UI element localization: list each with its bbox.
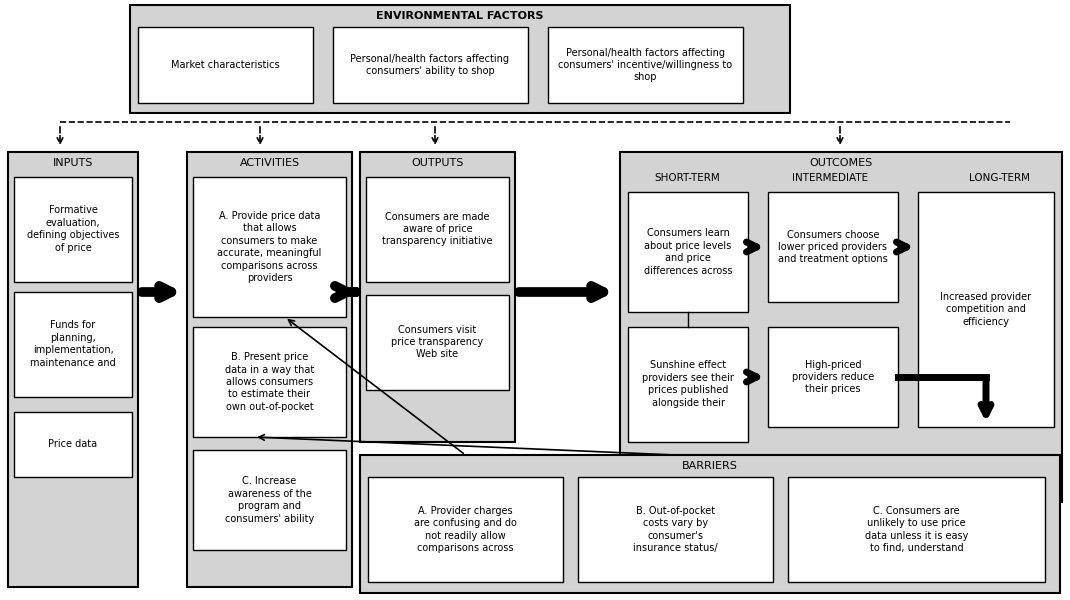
Text: SHORT-TERM: SHORT-TERM: [654, 173, 720, 183]
Bar: [333, 27, 528, 103]
Bar: [14, 292, 132, 397]
Text: Sunshine effect
providers see their
prices published
alongside their: Sunshine effect providers see their pric…: [642, 361, 734, 407]
Text: Increased provider
competition and
efficiency: Increased provider competition and effic…: [941, 292, 1031, 327]
Text: BARRIERS: BARRIERS: [682, 461, 738, 471]
Bar: [628, 192, 748, 312]
Bar: [193, 327, 346, 437]
Bar: [129, 5, 790, 113]
Bar: [366, 177, 509, 282]
Bar: [768, 327, 898, 427]
Text: ENVIRONMENTAL FACTORS: ENVIRONMENTAL FACTORS: [377, 11, 544, 21]
Bar: [788, 477, 1045, 582]
Text: Consumers choose
lower priced providers
and treatment options: Consumers choose lower priced providers …: [778, 230, 888, 265]
Text: Price data: Price data: [48, 439, 97, 449]
Text: A. Provider charges
are confusing and do
not readily allow
comparisons across: A. Provider charges are confusing and do…: [414, 506, 517, 553]
Text: High-priced
providers reduce
their prices: High-priced providers reduce their price…: [792, 359, 874, 394]
Bar: [193, 177, 346, 317]
Bar: [193, 450, 346, 550]
Text: Consumers are made
aware of price
transparency initiative: Consumers are made aware of price transp…: [382, 212, 493, 247]
Bar: [548, 27, 743, 103]
Bar: [768, 192, 898, 302]
Text: C. Consumers are
unlikely to use price
data unless it is easy
to find, understan: C. Consumers are unlikely to use price d…: [865, 506, 968, 553]
Bar: [360, 152, 515, 442]
Bar: [14, 412, 132, 477]
Bar: [628, 327, 748, 442]
Text: A. Provide price data
that allows
consumers to make
accurate, meaningful
compari: A. Provide price data that allows consum…: [217, 211, 322, 283]
Bar: [138, 27, 314, 103]
Bar: [7, 152, 138, 587]
Text: Consumers learn
about price levels
and price
differences across: Consumers learn about price levels and p…: [644, 229, 732, 275]
Text: OUTCOMES: OUTCOMES: [809, 158, 873, 168]
Bar: [918, 192, 1054, 427]
Text: INPUTS: INPUTS: [52, 158, 93, 168]
Bar: [14, 177, 132, 282]
Text: INTERMEDIATE: INTERMEDIATE: [792, 173, 868, 183]
Text: B. Present price
data in a way that
allows consumers
to estimate their
own out-o: B. Present price data in a way that allo…: [225, 352, 315, 412]
Text: Market characteristics: Market characteristics: [171, 60, 279, 70]
Bar: [366, 295, 509, 390]
Bar: [368, 477, 563, 582]
Text: LONG-TERM: LONG-TERM: [969, 173, 1030, 183]
Text: C. Increase
awareness of the
program and
consumers' ability: C. Increase awareness of the program and…: [225, 476, 315, 524]
Bar: [620, 152, 1063, 502]
Bar: [578, 477, 773, 582]
Text: Personal/health factors affecting
consumers' ability to shop: Personal/health factors affecting consum…: [351, 54, 509, 76]
Text: Consumers visit
price transparency
Web site: Consumers visit price transparency Web s…: [392, 325, 484, 359]
Text: ACTIVITIES: ACTIVITIES: [240, 158, 300, 168]
Bar: [187, 152, 352, 587]
Text: OUTPUTS: OUTPUTS: [411, 158, 463, 168]
Text: B. Out-of-pocket
costs vary by
consumer's
insurance status/: B. Out-of-pocket costs vary by consumer'…: [633, 506, 718, 553]
Text: Formative
evaluation,
defining objectives
of price: Formative evaluation, defining objective…: [27, 205, 119, 253]
Text: Personal/health factors affecting
consumers' incentive/willingness to
shop: Personal/health factors affecting consum…: [557, 47, 732, 82]
Text: Funds for
planning,
implementation,
maintenance and: Funds for planning, implementation, main…: [30, 320, 116, 368]
Bar: [360, 455, 1060, 593]
